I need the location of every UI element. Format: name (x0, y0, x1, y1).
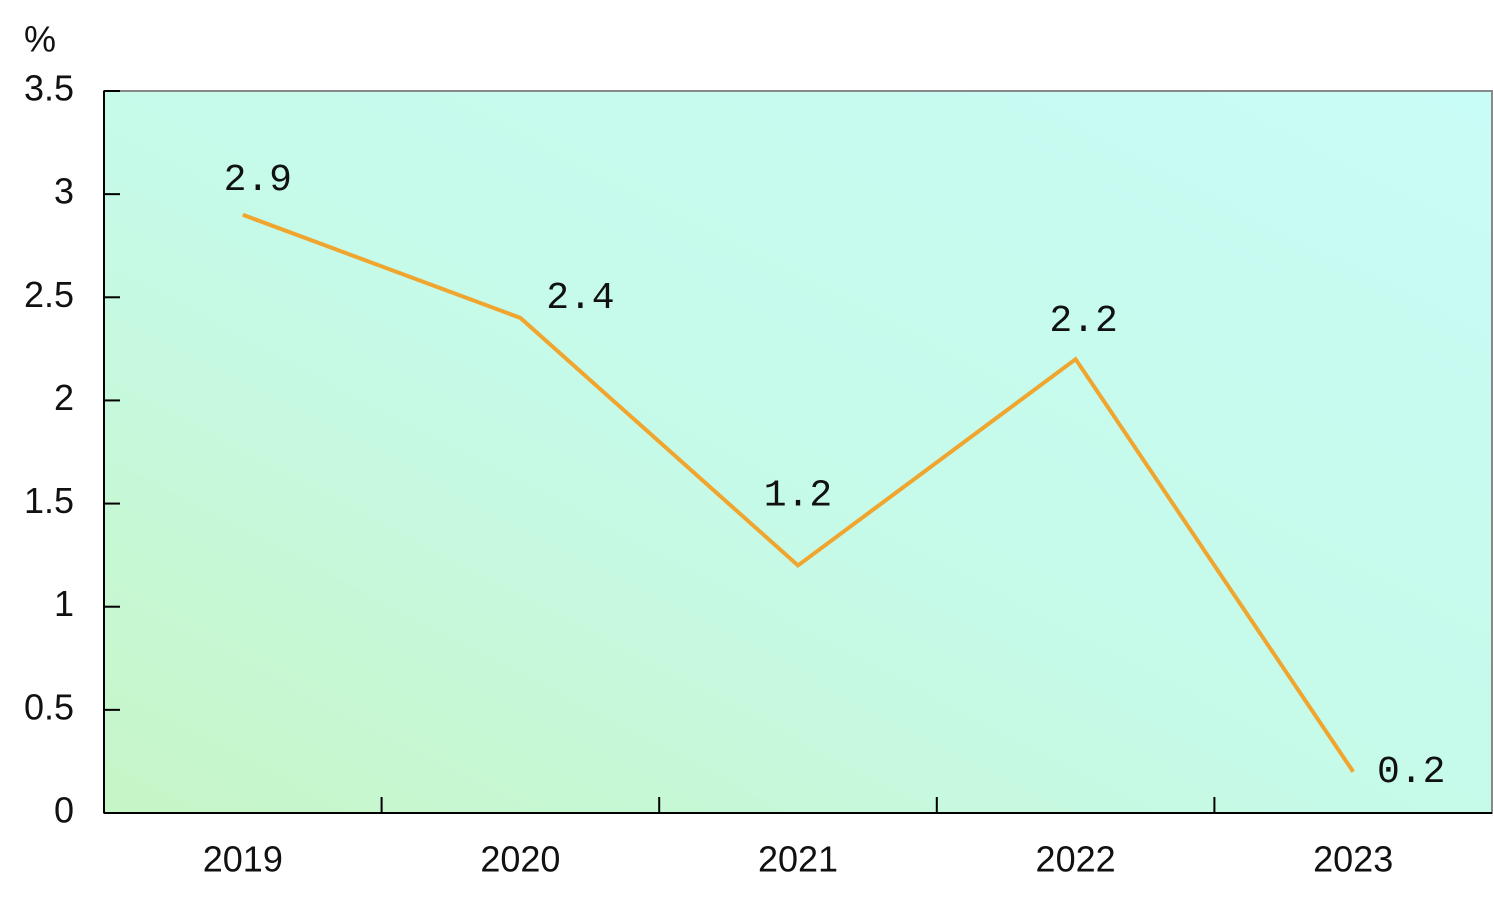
y-tick-label: 2.5 (24, 274, 74, 315)
value-label: 0.2 (1377, 751, 1445, 794)
y-tick-label: 3 (54, 171, 74, 212)
y-tick-label: 1.5 (24, 480, 74, 521)
y-tick-label: 3.5 (24, 68, 74, 109)
value-label: 2.9 (224, 159, 292, 202)
x-tick-label: 2023 (1313, 839, 1393, 880)
y-tick-label: 0 (54, 790, 74, 831)
y-axis-label: % (24, 19, 56, 60)
y-tick-label: 2 (54, 377, 74, 418)
value-label: 1.2 (764, 474, 832, 517)
x-tick-label: 2022 (1036, 839, 1116, 880)
x-tick-label: 2021 (758, 839, 838, 880)
x-tick-label: 2020 (480, 839, 560, 880)
x-tick-label: 2019 (203, 839, 283, 880)
line (242, 212, 1355, 773)
value-label: 2.2 (1049, 300, 1117, 343)
value-label: 2.4 (546, 277, 614, 320)
plot-area (103, 90, 1493, 814)
y-tick-label: 1 (54, 583, 74, 624)
y-tick-label: 0.5 (24, 686, 74, 727)
